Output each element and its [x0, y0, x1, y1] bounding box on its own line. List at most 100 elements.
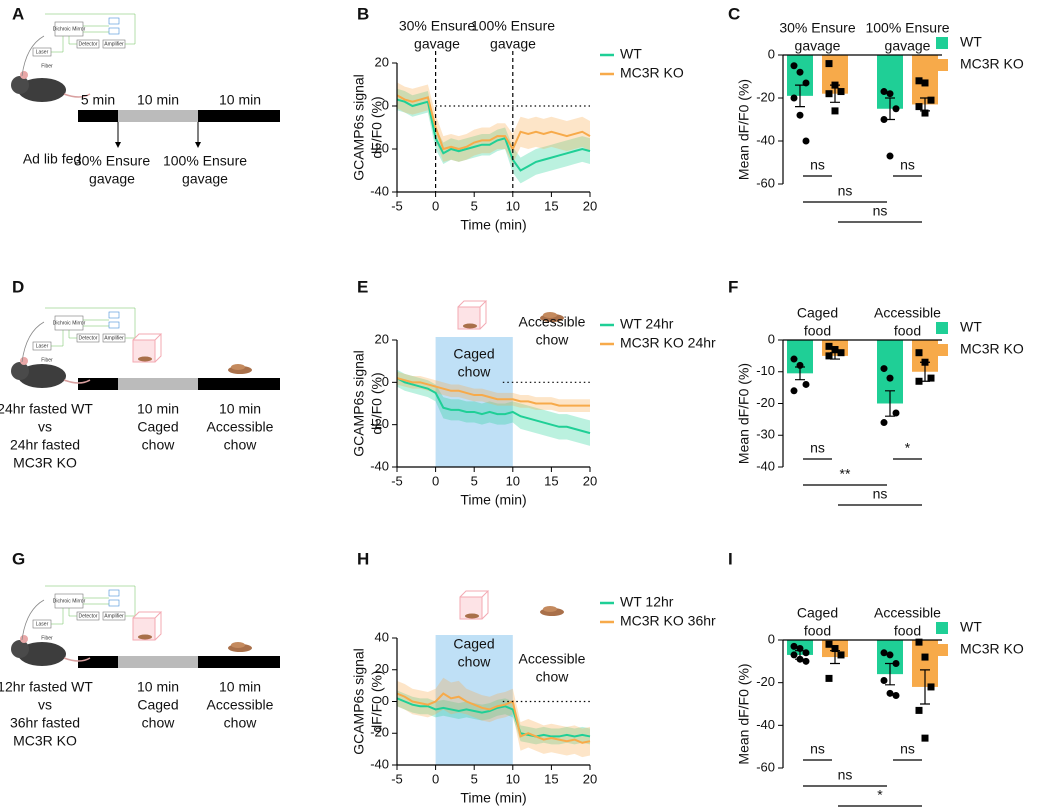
- y-tick-label: 0: [382, 374, 389, 389]
- legend-label: MC3R KO 24hr: [620, 335, 716, 351]
- data-point: [915, 103, 923, 111]
- rig-wire: [45, 307, 136, 347]
- rig-label: Amplifier: [104, 613, 124, 619]
- data-point: [886, 689, 894, 697]
- data-point: [880, 116, 888, 123]
- annotation: chow: [536, 669, 570, 685]
- data-point: [927, 374, 935, 382]
- condition: 24hr fasted WT: [0, 401, 93, 417]
- data-point: [796, 361, 804, 369]
- data-point: [831, 107, 839, 115]
- x-tick-label: 15: [544, 473, 558, 488]
- legend-label: WT: [620, 46, 642, 62]
- annotation: chow: [458, 364, 492, 380]
- y-tick-label: -20: [756, 674, 775, 689]
- data-point: [915, 349, 923, 357]
- data-point: [796, 655, 804, 663]
- cage-icon: [459, 596, 483, 620]
- y-tick-label: -20: [370, 140, 389, 155]
- error-band: [397, 690, 590, 745]
- data-point: [921, 109, 929, 117]
- data-point: [915, 706, 923, 714]
- rig-label: Dichroic Mirror: [53, 598, 86, 604]
- event-label: chow: [142, 437, 176, 453]
- chow-icon: [543, 606, 557, 612]
- legend-label: MC3R KO: [620, 65, 684, 81]
- rig-box: [108, 27, 120, 35]
- y-axis-label: dF/F0 (%): [369, 670, 385, 732]
- panel-letter: H: [357, 549, 369, 568]
- data-point: [880, 649, 888, 657]
- mouse-ear: [20, 71, 28, 79]
- x-tick-label: 5: [471, 771, 478, 786]
- duration: 10 min: [219, 401, 261, 417]
- x-tick-label: -5: [391, 198, 403, 213]
- comparison-label: ns: [838, 183, 853, 199]
- series-line: [396, 697, 591, 738]
- y-tick-label: 20: [375, 331, 389, 346]
- y-tick-label: -60: [756, 759, 775, 774]
- legend-label: MC3R KO: [960, 641, 1024, 657]
- error-band: [397, 677, 590, 758]
- rig-label: Fiber: [41, 635, 53, 641]
- mouse-tail: [63, 379, 91, 384]
- data-point: [837, 349, 845, 357]
- data-point: [825, 674, 833, 682]
- x-tick-label: 0: [432, 771, 439, 786]
- comparison-label: ns: [810, 157, 825, 173]
- condition: MC3R KO: [13, 455, 77, 471]
- y-tick-label: -40: [370, 756, 389, 771]
- data-point: [796, 68, 804, 76]
- y-tick-label: -30: [756, 427, 775, 442]
- condition: 24hr fasted: [10, 437, 80, 453]
- data-point: [802, 380, 810, 388]
- x-tick-label: 20: [583, 473, 597, 488]
- rig-box: [108, 17, 120, 25]
- rig-label: Laser: [36, 621, 49, 627]
- cage-icon-top: [457, 300, 488, 330]
- y-axis-label: dF/F0 (%): [369, 96, 385, 158]
- duration: 5 min: [81, 92, 115, 108]
- rig-label: Dichroic Mirror: [53, 26, 86, 32]
- series-line: [396, 98, 591, 172]
- mouse-body: [18, 78, 66, 102]
- cage-icon-top: [132, 333, 163, 363]
- data-point: [831, 645, 839, 653]
- y-tick-label: 20: [375, 661, 389, 676]
- data-point: [790, 62, 798, 70]
- timeline: [198, 656, 280, 668]
- x-tick-label: -5: [391, 771, 403, 786]
- y-tick-label: 0: [768, 631, 775, 646]
- mouse-head: [11, 640, 29, 658]
- arrow-head: [195, 142, 201, 148]
- legend-label: WT 24hr: [620, 316, 674, 332]
- cage-icon-top: [459, 590, 490, 620]
- data-point: [831, 346, 839, 354]
- panel-letter: F: [728, 277, 738, 296]
- data-point: [886, 152, 894, 160]
- data-point: [880, 365, 888, 373]
- data-point: [927, 96, 935, 104]
- y-axis-label: GCAMP6s signal: [351, 74, 367, 181]
- comparison-label: ns: [873, 486, 888, 502]
- comparison-label: **: [840, 466, 851, 482]
- panel-letter: B: [357, 4, 369, 23]
- timeline: [78, 656, 118, 668]
- duration: 10 min: [137, 401, 179, 417]
- data-point: [825, 342, 833, 350]
- comparison-label: ns: [838, 767, 853, 783]
- annotation: Caged: [453, 346, 494, 362]
- series-line: [396, 377, 591, 435]
- y-axis-label: Mean dF/F0 (%): [736, 663, 752, 764]
- panel-letter: D: [12, 277, 24, 296]
- x-tick-label: -5: [391, 473, 403, 488]
- mouse-tail: [63, 93, 91, 98]
- x-tick-label: 10: [506, 198, 520, 213]
- annotation: Accessible: [519, 651, 586, 667]
- duration: 10 min: [219, 92, 261, 108]
- data-point: [790, 94, 798, 102]
- condition: Ad lib fed: [23, 151, 81, 167]
- y-tick-label: -10: [756, 363, 775, 378]
- timeline: [198, 110, 280, 122]
